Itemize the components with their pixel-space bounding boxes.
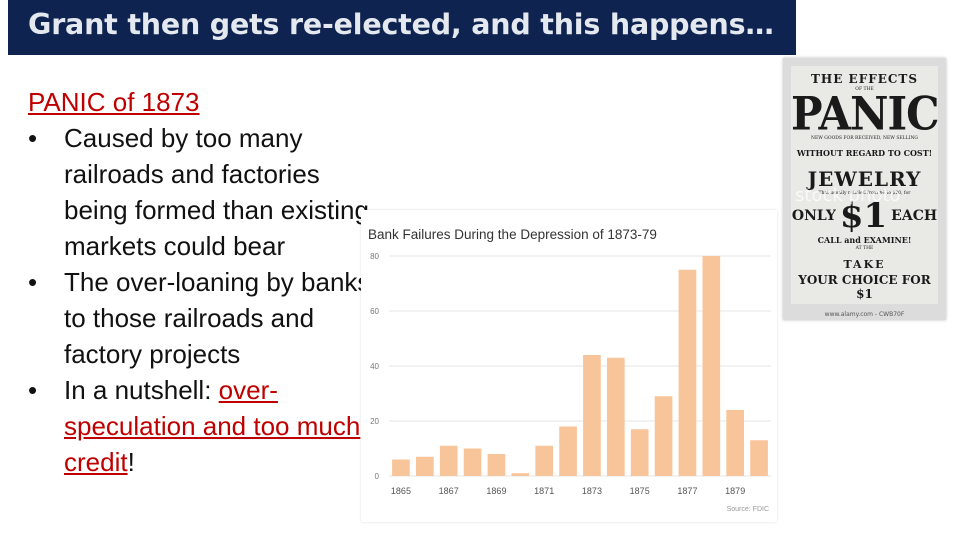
- bar: [606, 357, 625, 476]
- x-tick-label: 1875: [630, 486, 650, 496]
- bullet-suffix: !: [127, 447, 135, 477]
- bullet-marker: •: [28, 123, 38, 153]
- slide-heading: PANIC of 1873: [28, 87, 200, 117]
- chart-title: Bank Failures During the Depression of 1…: [368, 227, 657, 242]
- bar: [392, 459, 410, 476]
- bullet-highlight: over-speculation and too much credit: [64, 375, 361, 477]
- bullet-marker: •: [28, 267, 38, 297]
- poster-retail-text: That usually retailed from $4 to $20, fo…: [818, 191, 911, 196]
- y-tick-label: 0: [375, 472, 380, 481]
- bullet-text: Caused by too many railroads and factori…: [64, 123, 369, 261]
- poster-choice-text: YOUR CHOICE FOR $1: [798, 273, 931, 301]
- bar: [463, 448, 482, 476]
- poster-of-the-text: OF THE: [855, 87, 874, 92]
- bullet-item: • In a nutshell: over-speculation and to…: [28, 372, 373, 480]
- poster-credit: www.alamy.com - CWB70F: [824, 311, 905, 318]
- y-tick-label: 60: [370, 307, 379, 316]
- bar: [487, 454, 506, 476]
- poster-only-text: ONLY: [791, 208, 836, 224]
- bullet-prefix: In a nutshell:: [64, 375, 219, 405]
- poster-jewelry-text: JEWELRY: [807, 167, 922, 191]
- bar: [583, 355, 601, 476]
- bar: [535, 445, 554, 476]
- poster-body: THE EFFECTS OF THE PANIC NEW GOODS FOR R…: [791, 66, 940, 304]
- x-tick-label: 1873: [582, 486, 602, 496]
- bar: [678, 269, 697, 476]
- bar: [750, 440, 768, 476]
- bar: [511, 473, 530, 476]
- bar: [559, 426, 577, 476]
- bullet-item: • The over-loaning by banks to those rai…: [28, 264, 373, 372]
- x-tick-label: 1871: [534, 486, 554, 496]
- x-tick-label: 1865: [391, 486, 411, 496]
- x-tick-label: 1867: [439, 486, 459, 496]
- y-tick-label: 20: [370, 417, 379, 426]
- poster-regard-text: WITHOUT REGARD TO COST!: [796, 148, 933, 158]
- bullet-item: • Caused by too many railroads and facto…: [28, 120, 373, 264]
- y-tick-label: 40: [370, 362, 379, 371]
- bar: [654, 396, 673, 476]
- bar: [702, 256, 721, 476]
- title-bar: Grant then gets re-elected, and this hap…: [8, 0, 796, 55]
- bullet-text: The over-loaning by banks to those railr…: [64, 267, 371, 369]
- x-tick-label: 1869: [486, 486, 506, 496]
- chart-source: Source: FDIC: [727, 506, 769, 513]
- poster-call-text: CALL and EXAMINE!: [817, 235, 912, 245]
- bar: [726, 410, 745, 476]
- poster-each-text: EACH: [891, 208, 938, 224]
- bank-failures-chart: Bank Failures During the Depression of 1…: [361, 210, 777, 522]
- panic-poster-image: THE EFFECTS OF THE PANIC NEW GOODS FOR R…: [783, 58, 946, 320]
- slide-title: Grant then gets re-elected, and this hap…: [28, 8, 774, 41]
- poster-panic-text: PANIC: [791, 86, 940, 141]
- bullet-list: • Caused by too many railroads and facto…: [28, 120, 373, 480]
- poster-effects-text: THE EFFECTS: [810, 72, 919, 86]
- x-tick-label: 1879: [725, 486, 745, 496]
- poster-at-text: AT THE: [855, 246, 874, 251]
- bar: [415, 456, 434, 476]
- poster-dollar-text: $1: [839, 196, 888, 236]
- slide-content: PANIC of 1873 • Caused by too many railr…: [28, 84, 373, 480]
- poster-price-row: ONLY $1 EACH: [791, 196, 938, 236]
- bar: [439, 445, 458, 476]
- poster-take-text: TAKE: [843, 258, 886, 271]
- bar: [630, 429, 649, 476]
- poster-subtext: NEW GOODS FOR RECEIVED, NEW SELLING: [811, 136, 918, 141]
- y-tick-label: 80: [370, 252, 379, 261]
- x-tick-label: 1877: [677, 486, 697, 496]
- chart-svg: Bank Failures During the Depression of 1…: [368, 227, 771, 513]
- bullet-marker: •: [28, 375, 38, 405]
